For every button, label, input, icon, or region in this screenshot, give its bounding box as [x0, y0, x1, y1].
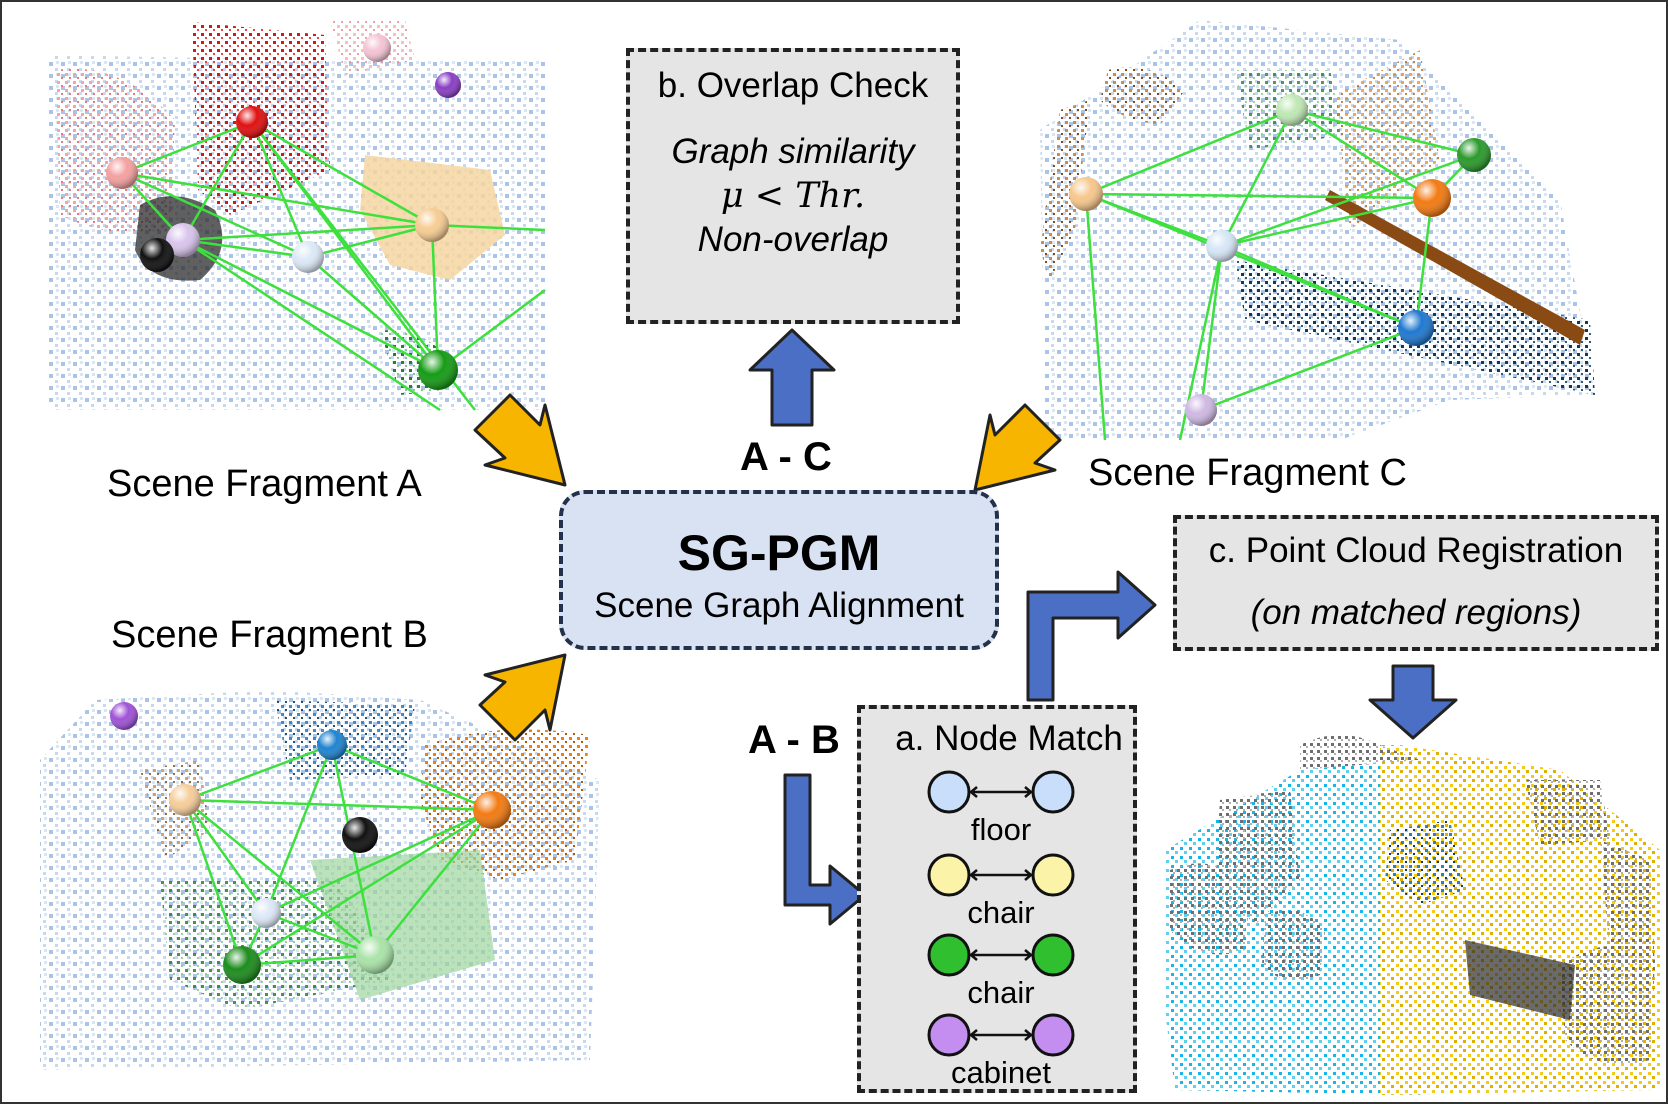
node-match-title: a. Node Match	[895, 719, 1123, 758]
overlap-check-line1: Graph similarity	[671, 132, 915, 171]
registration-title: c. Point Cloud Registration	[1208, 531, 1624, 570]
node-match-pairs	[927, 770, 1075, 1057]
overlap-check-title: b. Overlap Check	[657, 66, 929, 105]
yellow-arrow-b	[478, 653, 567, 742]
node-pair-2-circle-right	[1031, 933, 1075, 977]
overlap-check-line3: Non-overlap	[697, 220, 889, 259]
sg-pgm-subtitle: Scene Graph Alignment	[594, 586, 964, 625]
node-pair-3-match-arrow	[969, 1029, 1033, 1041]
scene-fragment-b-nodes	[110, 702, 511, 984]
node-pair-1-match-arrow	[969, 869, 1033, 881]
scene-fragment-c-label: Scene Fragment C	[1088, 452, 1407, 494]
node-pair-1-circle-right	[1031, 853, 1075, 897]
registration-box: c. Point Cloud Registration (on matched …	[1173, 515, 1659, 651]
ac-pair-label: A - C	[740, 435, 832, 479]
scene-fragment-b-label: Scene Fragment B	[111, 614, 428, 656]
node-pair-label-0: floor	[970, 812, 1032, 847]
scene-fragment-a-label: Scene Fragment A	[107, 463, 422, 505]
node-pair-0-match-arrow	[969, 786, 1033, 798]
scene-fragment-a-nodes	[106, 34, 461, 390]
node-pair-0-circle-right	[1031, 770, 1075, 814]
ab-pair-label: A - B	[748, 718, 840, 762]
node-pair-0-circle-left	[927, 770, 971, 814]
node-pair-2-match-arrow	[969, 949, 1033, 961]
node-pair-3-circle-right	[1031, 1013, 1075, 1057]
scene-fragment-c-edges	[1084, 108, 1475, 441]
node-match-box: a. Node Match floor chair chair cabinet	[857, 705, 1137, 1093]
scene-fragment-c-cloud	[1040, 20, 1595, 440]
blue-arrow-up-ac	[748, 328, 836, 427]
node-pair-label-2: chair	[967, 975, 1035, 1010]
node-pair-2-circle-left	[927, 933, 971, 977]
registration-subtitle: (on matched regions)	[1250, 593, 1582, 632]
blue-arrow-to-registration	[1026, 570, 1157, 702]
overlap-check-line2: μ < Thr.	[720, 176, 866, 216]
node-pair-1-circle-left	[927, 853, 971, 897]
scene-fragment-a-cloud	[48, 20, 545, 410]
blue-arrow-down-registration	[1368, 664, 1458, 740]
sg-pgm-box: SG-PGM Scene Graph Alignment	[559, 490, 999, 650]
scene-fragment-a-edges	[121, 120, 546, 412]
sg-pgm-title: SG-PGM	[677, 525, 881, 581]
node-pair-label-3: cabinet	[951, 1055, 1051, 1090]
scene-fragment-c-nodes	[1069, 94, 1491, 426]
blue-arrow-ab-right	[783, 773, 867, 926]
node-pair-3-circle-left	[927, 1013, 971, 1057]
registration-result-cloud	[1165, 735, 1660, 1095]
node-pair-label-1: chair	[967, 895, 1035, 930]
yellow-arrow-a	[473, 393, 567, 487]
overlap-check-box: b. Overlap Check Graph similarity μ < Th…	[626, 48, 960, 324]
